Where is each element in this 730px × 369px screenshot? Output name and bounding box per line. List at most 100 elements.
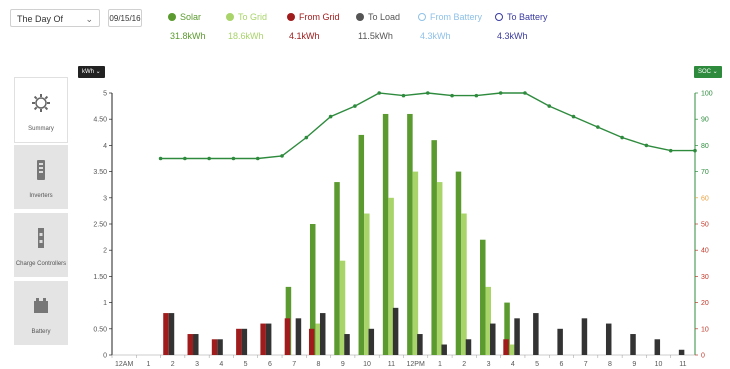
y-tick-label-right: 70 [701,169,709,176]
legend-label: To Battery [507,12,548,22]
soc-point [498,91,503,95]
y-tick-label-left: 4.50 [93,117,107,124]
date-field[interactable]: 09/15/16 [108,9,142,27]
y-tick-label-left: 4 [103,143,107,150]
period-select[interactable]: The Day Of ⌄ [10,9,100,27]
soc-point [571,114,576,119]
bar-solar [480,239,486,355]
y-tick-label-left: 2.50 [93,222,107,229]
bar-solar [309,224,316,355]
bar-to-load [241,328,248,355]
y-tick-label-right: 50 [701,222,709,229]
legend-dot-icon [226,13,234,21]
bar-to-load [295,318,302,355]
bar-to-load [265,323,272,355]
x-tick-label: 12PM [406,361,424,368]
bar-to-load [678,349,685,355]
x-tick-label: 7 [292,361,296,368]
bar-to-load [514,318,520,355]
unit-left-dropdown[interactable]: kWh ⌄ [78,66,105,78]
y-tick-label-left: 3 [103,195,107,202]
legend-item[interactable]: To Battery [495,12,548,22]
sidebar-item-charge-controllers[interactable]: Charge Controllers [14,213,68,279]
legend-label: Solar [180,12,202,22]
y-tick-label-right: 100 [701,91,713,98]
bar-to-load [490,323,496,355]
soc-point [280,154,284,158]
bar-to-load [319,313,326,355]
legend-dot-icon [168,13,176,21]
sidebar-item-battery[interactable]: Battery [14,281,68,347]
bar-to-load [368,328,375,355]
soc-point [401,93,406,98]
y-tick-label-right: 60 [701,195,709,202]
bar-from-grid [503,339,509,355]
bar-solar [358,134,365,355]
soc-point [596,125,600,129]
legend-item[interactable]: To Grid [226,12,267,22]
x-tick-label: 3 [195,361,199,368]
x-tick-label: 9 [632,361,636,368]
bar-to-load [392,307,399,355]
soc-point [255,156,260,161]
x-tick-label: 3 [487,361,491,368]
soc-point [450,93,454,98]
bar-to-load [168,313,175,355]
bar-to-grid [509,344,516,355]
bar-to-load [654,339,661,355]
bar-solar [455,171,462,355]
soc-point [304,135,309,140]
y-tick-label-right: 0 [701,353,705,360]
legend-value: 4.3kWh [497,31,528,41]
sidebar-item-label: Charge Controllers [15,261,67,267]
x-tick-label: 7 [584,361,588,368]
soc-point [183,156,187,161]
bar-from-grid [187,334,194,355]
sidebar-item-label: Battery [31,329,51,335]
legend-item[interactable]: Solar [168,12,201,22]
sidebar-item-summary[interactable]: Summary [14,77,68,143]
x-tick-label: 11 [388,361,395,368]
x-tick-label: 12AM [115,361,133,368]
y-tick-label-left: 1 [103,300,107,307]
bar-to-grid [436,182,443,355]
legend-value: 31.8kWh [170,31,206,41]
bar-to-load [533,313,539,355]
legend-item[interactable]: From Grid [287,12,340,22]
x-tick-label: 4 [511,361,515,368]
soc-point [620,135,624,140]
bar-from-grid [260,323,266,355]
bar-to-grid [388,197,394,355]
y-tick-label-right: 30 [701,274,709,281]
legend-label: To Load [368,12,401,22]
y-tick-label-right: 40 [701,248,709,255]
y-tick-label-left: 0 [103,353,107,360]
sidebar-item-inverters[interactable]: Inverters [14,145,68,211]
y-tick-label-right: 80 [701,143,709,150]
bar-to-load [344,334,350,355]
bar-to-load [581,318,588,355]
legend-dot-icon [356,13,364,21]
x-tick-label: 5 [535,361,539,368]
soc-point [425,91,430,95]
legend-item[interactable]: From Battery [418,12,482,22]
bar-to-load [605,323,612,355]
bar-from-grid [211,339,218,355]
bar-solar [407,113,413,356]
bar-from-grid [284,318,291,355]
unit-right-dropdown[interactable]: SOC ⌄ [694,66,722,78]
x-tick-label: 5 [244,361,248,368]
y-tick-label-left: 0.50 [93,326,107,333]
legend-label: From Grid [299,12,340,22]
x-tick-label: 6 [559,361,563,368]
x-tick-label: 4 [219,361,223,368]
bar-to-load [217,339,223,355]
bar-to-load [557,328,563,355]
soc-point [377,91,382,95]
legend-item[interactable]: To Load [356,12,400,22]
x-tick-label: 10 [655,361,663,368]
soc-point [328,114,333,119]
bar-to-grid [315,323,321,355]
legend-value: 11.5kWh [358,31,393,41]
